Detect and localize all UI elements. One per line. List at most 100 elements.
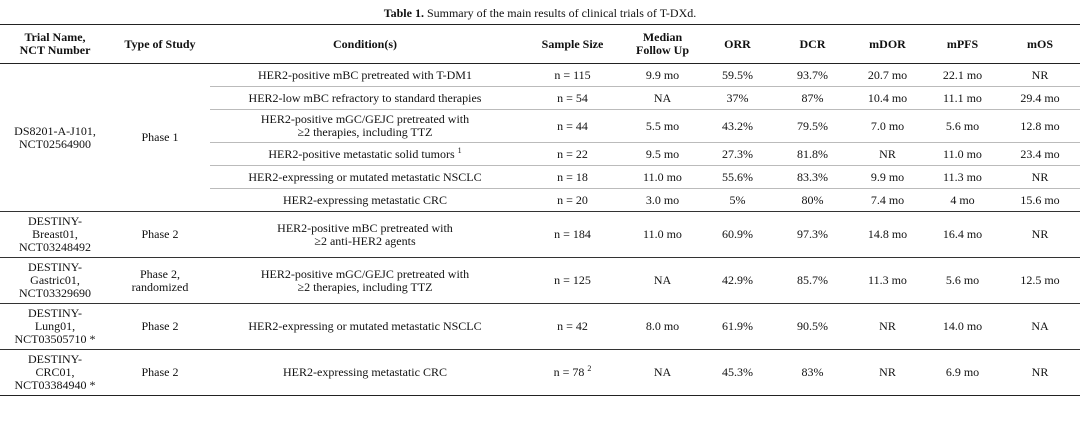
condition-cell: HER2-expressing metastatic CRC <box>210 349 520 396</box>
follow-up: NA <box>653 273 672 287</box>
orr: 55.6% <box>722 169 753 184</box>
orr-cell: 61.9% <box>700 303 775 350</box>
sample: n = 184 <box>554 227 591 241</box>
mpfs: 11.1 mo <box>943 90 982 105</box>
mpfs-cell: 11.1 mo <box>925 86 1000 110</box>
column-header: ORR <box>700 24 775 64</box>
condition: HER2-positive mBC pretreated with ≥2 ant… <box>277 220 453 248</box>
condition-cell: HER2-expressing metastatic CRC <box>210 188 520 212</box>
mpfs-cell: 14.0 mo <box>925 303 1000 350</box>
mpfs: 22.1 mo <box>942 67 983 82</box>
sample-cell: n = 78 2 <box>520 349 625 396</box>
sample-cell: n = 184 <box>520 211 625 258</box>
follow-up-cell: 8.0 mo <box>625 303 700 350</box>
mdor: NR <box>879 319 896 333</box>
dcr: 97.3% <box>797 227 828 241</box>
follow-up-cell: NA <box>625 86 700 110</box>
condition-cell: HER2-low mBC refractory to standard ther… <box>210 86 520 110</box>
dcr: 83.3% <box>797 169 828 184</box>
orr: 43.2% <box>722 118 753 133</box>
mdor-cell: 11.3 mo <box>850 257 925 304</box>
follow-up: 3.0 mo <box>645 192 680 207</box>
follow-up: 9.9 mo <box>645 67 680 82</box>
study-type: Phase 2 <box>110 211 210 258</box>
sample-cell: n = 115 <box>520 63 625 87</box>
mos: 29.4 mo <box>1020 90 1060 105</box>
study-type: Phase 2, randomized <box>110 257 210 304</box>
mos: NA <box>1031 319 1049 333</box>
condition: HER2-expressing or mutated metastatic NS… <box>248 319 482 333</box>
caption-label: Table 1. <box>383 6 424 20</box>
header-row: Trial Name, NCT Number Type of Study Condi… <box>0 24 1080 64</box>
sample: n = 115 <box>554 67 591 82</box>
orr: 42.9% <box>722 273 753 287</box>
table-header: Trial Name, NCT Number Type of Study Condi… <box>0 24 1080 64</box>
trial-name: DESTINY- Breast01, NCT03248492 <box>0 211 110 258</box>
mpfs: 11.0 mo <box>943 146 982 161</box>
mdor: 14.8 mo <box>867 227 908 241</box>
dcr-cell: 85.7% <box>775 257 850 304</box>
mdor: 7.4 mo <box>870 192 905 207</box>
sample: n = 78 <box>553 365 588 379</box>
mos: 23.4 mo <box>1020 146 1060 161</box>
condition-cell: HER2-expressing or mutated metastatic NS… <box>210 303 520 350</box>
follow-up: NA <box>653 365 672 379</box>
mdor-cell: 7.4 mo <box>850 188 925 212</box>
orr-cell: 45.3% <box>700 349 775 396</box>
table-row: HER2-low mBC refractory to standard ther… <box>0 86 1080 110</box>
orr: 37% <box>726 90 749 105</box>
mpfs: 11.3 mo <box>943 169 982 184</box>
column-header: mPFS <box>925 24 1000 64</box>
mos: NR <box>1031 169 1049 184</box>
dcr: 85.7% <box>797 273 828 287</box>
dcr: 81.8% <box>797 146 828 161</box>
mpfs: 5.6 mo <box>945 118 980 133</box>
study-type: Phase 2 <box>110 349 210 396</box>
condition-cell: HER2-expressing or mutated metastatic NS… <box>210 165 520 189</box>
mpfs-cell: 16.4 mo <box>925 211 1000 258</box>
column-header: Condition(s) <box>210 24 520 64</box>
condition: HER2-positive mGC/GEJC pretreated with ≥… <box>260 266 470 294</box>
condition-cell: HER2-positive mGC/GEJC pretreated with ≥… <box>210 109 520 143</box>
mdor-cell: NR <box>850 303 925 350</box>
mpfs-cell: 6.9 mo <box>925 349 1000 396</box>
sample: n = 20 <box>557 192 588 207</box>
footnote-mark: 1 <box>457 145 462 155</box>
follow-up-cell: 11.0 mo <box>625 211 700 258</box>
column-header: Sample Size <box>520 24 625 64</box>
follow-up-cell: NA <box>625 349 700 396</box>
sample-cell: n = 20 <box>520 188 625 212</box>
mos-cell: NA <box>1000 303 1080 350</box>
condition-cell: HER2-positive mBC pretreated with ≥2 ant… <box>210 211 520 258</box>
mdor: 11.3 mo <box>868 273 907 287</box>
dcr-cell: 83.3% <box>775 165 850 189</box>
follow-up-cell: 5.5 mo <box>625 109 700 143</box>
trial-name: DESTINY- Gastric01, NCT03329690 <box>0 257 110 304</box>
follow-up-cell: 11.0 mo <box>625 165 700 189</box>
sample-cell: n = 42 <box>520 303 625 350</box>
dcr-cell: 83% <box>775 349 850 396</box>
follow-up-cell: 9.9 mo <box>625 63 700 87</box>
mdor: NR <box>879 365 896 379</box>
mdor: 9.9 mo <box>870 169 905 184</box>
table-body: DS8201-A-J101, NCT02564900 Phase 1 HER2-po… <box>0 63 1080 396</box>
mdor-cell: 20.7 mo <box>850 63 925 87</box>
mpfs-cell: 22.1 mo <box>925 63 1000 87</box>
condition-cell: HER2-positive mGC/GEJC pretreated with ≥… <box>210 257 520 304</box>
table-row: DESTINY- Gastric01, NCT03329690 Phase 2, … <box>0 257 1080 304</box>
table-row: HER2-positive mGC/GEJC pretreated with ≥… <box>0 109 1080 143</box>
orr: 45.3% <box>722 365 753 379</box>
table-row: DESTINY- CRC01, NCT03384940 * Phase 2 HER2… <box>0 349 1080 396</box>
mos-cell: NR <box>1000 349 1080 396</box>
dcr: 83% <box>801 365 824 379</box>
mos-cell: NR <box>1000 63 1080 87</box>
caption: Table 1. Summary of the main results of … <box>0 0 1080 24</box>
follow-up: 5.5 mo <box>645 118 680 133</box>
trial-name: DS8201-A-J101, NCT02564900 <box>0 63 110 212</box>
mdor-cell: 9.9 mo <box>850 165 925 189</box>
table-row: HER2-positive metastatic solid tumors 1 n… <box>0 142 1080 166</box>
mpfs-cell: 4 mo <box>925 188 1000 212</box>
column-header: Median Follow Up <box>625 24 700 64</box>
follow-up: 8.0 mo <box>645 319 680 333</box>
